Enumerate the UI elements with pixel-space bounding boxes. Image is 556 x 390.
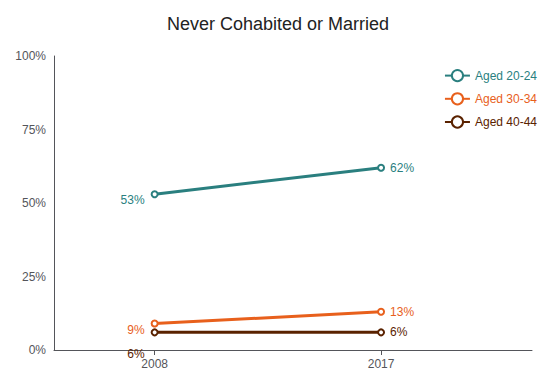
svg-text:Aged 40-44: Aged 40-44 (475, 115, 537, 129)
svg-text:25%: 25% (22, 270, 46, 284)
svg-text:50%: 50% (22, 196, 46, 210)
svg-text:2008: 2008 (141, 357, 168, 371)
svg-text:0%: 0% (29, 343, 47, 357)
svg-text:Never Cohabited or Married: Never Cohabited or Married (167, 14, 389, 34)
svg-text:53%: 53% (121, 193, 145, 207)
svg-text:Aged 30-34: Aged 30-34 (475, 92, 537, 106)
svg-text:2017: 2017 (368, 357, 395, 371)
svg-text:6%: 6% (127, 347, 145, 361)
svg-text:100%: 100% (15, 49, 46, 63)
svg-text:13%: 13% (390, 305, 414, 319)
svg-text:62%: 62% (390, 161, 414, 175)
svg-text:75%: 75% (22, 123, 46, 137)
svg-text:Aged 20-24: Aged 20-24 (475, 69, 537, 83)
svg-text:9%: 9% (127, 323, 145, 337)
svg-text:6%: 6% (390, 325, 408, 339)
